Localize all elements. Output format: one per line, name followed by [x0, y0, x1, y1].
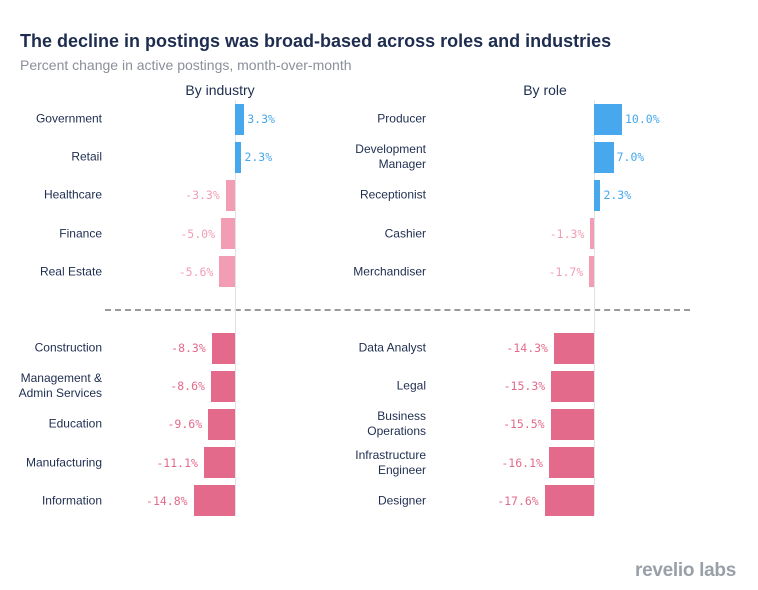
value-label: -9.6% [167, 417, 203, 432]
value-label: 3.3% [247, 112, 275, 126]
category-label: Merchandiser [353, 264, 426, 279]
logo: revelio labs [635, 560, 736, 581]
bar [210, 370, 235, 402]
bar [589, 256, 594, 288]
value-label: -1.3% [549, 226, 585, 241]
value-label: -8.6% [170, 379, 205, 394]
value-label: -5.6% [178, 264, 214, 279]
bar [548, 447, 594, 479]
category-label: Designer [377, 493, 426, 508]
value-label: 2.3% [603, 188, 632, 203]
value-label: 2.3% [244, 150, 273, 165]
value-label: -11.1% [156, 455, 198, 470]
value-label: 10.0% [625, 112, 660, 126]
panel-title: By industry [185, 82, 255, 98]
bar [211, 332, 235, 364]
value-label: 7.0% [616, 150, 645, 165]
bar [225, 179, 235, 211]
bar [594, 179, 601, 211]
category-label: Education [48, 416, 102, 431]
bar [594, 141, 614, 173]
category-label: Development Manager [355, 142, 426, 172]
bar [594, 103, 622, 135]
category-label: Information [41, 493, 102, 508]
bar [235, 103, 245, 135]
zero-line [594, 100, 595, 515]
bar [221, 218, 235, 250]
value-label: -15.5% [503, 417, 545, 432]
bar [553, 332, 594, 364]
category-label: Real Estate [39, 264, 102, 279]
zero-line [235, 100, 236, 515]
value-label: -1.7% [548, 264, 584, 279]
value-label: -5.0% [180, 226, 215, 241]
chart-title: The decline in postings was broad-based … [20, 31, 612, 51]
category-label: Business Operations [367, 409, 426, 439]
bar [590, 218, 594, 250]
category-label: Cashier [384, 226, 426, 241]
value-label: -8.3% [171, 341, 206, 355]
category-label: Finance [59, 226, 102, 241]
bar [235, 141, 242, 173]
bar [203, 447, 235, 479]
category-label: Government [35, 111, 102, 126]
value-label: -17.6% [497, 493, 539, 508]
value-label: -16.1% [501, 455, 543, 470]
bar [550, 408, 594, 440]
category-label: Receptionist [359, 187, 426, 202]
chart-subtitle: Percent change in active postings, month… [20, 57, 352, 73]
bar [193, 485, 235, 517]
value-label: -15.3% [503, 379, 546, 394]
bar [551, 370, 594, 402]
category-label: Manufacturing [25, 455, 102, 470]
category-label: Infrastructure Engineer [355, 447, 426, 477]
category-label: Legal [396, 378, 426, 393]
value-label: -14.8% [146, 493, 188, 508]
category-label: Construction [34, 340, 102, 355]
bar [544, 485, 594, 517]
value-label: -3.3% [185, 188, 220, 203]
group-separator [105, 309, 690, 311]
category-label: Management & Admin Services [18, 371, 102, 401]
category-label: Retail [71, 149, 102, 164]
bar [208, 408, 235, 440]
panel-title: By role [523, 82, 567, 98]
category-label: Producer [377, 111, 426, 126]
value-label: -14.3% [506, 341, 548, 355]
bar [219, 256, 235, 288]
category-label: Data Analyst [358, 340, 426, 355]
category-label: Healthcare [43, 187, 102, 202]
